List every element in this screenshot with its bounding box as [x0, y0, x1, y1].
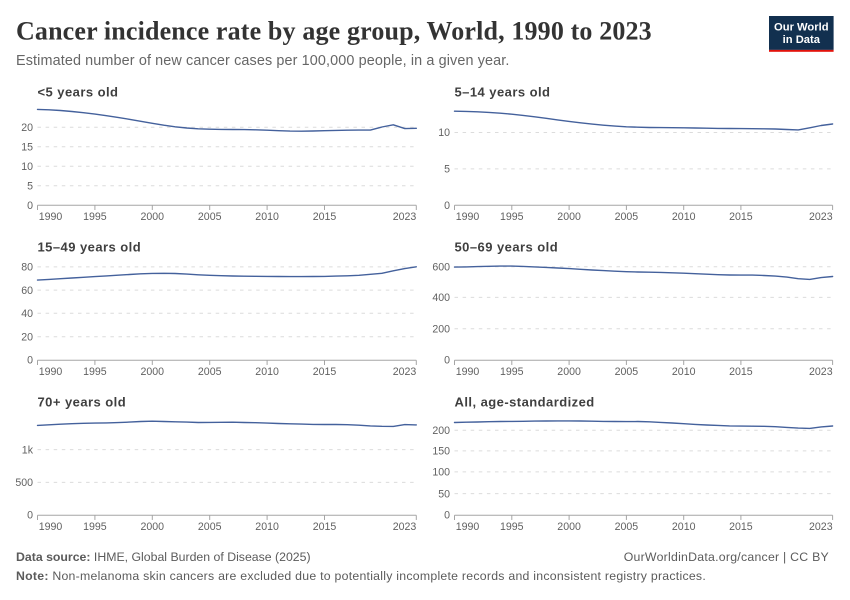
svg-text:2010: 2010	[672, 366, 696, 378]
svg-text:OurWorldinData.org/cancer | CC: OurWorldinData.org/cancer | CC BY	[624, 550, 829, 564]
svg-text:600: 600	[432, 262, 450, 274]
svg-text:Data source: IHME, Global Burd: Data source: IHME, Global Burden of Dise…	[16, 550, 311, 564]
svg-text:2023: 2023	[809, 521, 833, 533]
svg-text:1995: 1995	[83, 366, 107, 378]
svg-text:2010: 2010	[255, 211, 279, 223]
svg-text:2005: 2005	[198, 366, 222, 378]
svg-text:60: 60	[21, 285, 33, 297]
svg-text:1990: 1990	[39, 211, 63, 223]
svg-text:0: 0	[27, 510, 33, 522]
svg-text:2015: 2015	[313, 211, 337, 223]
svg-text:0: 0	[444, 200, 450, 212]
svg-text:200: 200	[432, 425, 450, 437]
svg-text:2023: 2023	[393, 211, 417, 223]
svg-text:40: 40	[21, 308, 33, 320]
svg-text:50–69 years old: 50–69 years old	[455, 239, 559, 254]
svg-text:2015: 2015	[729, 521, 753, 533]
svg-text:2000: 2000	[141, 521, 165, 533]
svg-text:2015: 2015	[313, 521, 337, 533]
svg-text:2000: 2000	[141, 211, 165, 223]
svg-text:1995: 1995	[83, 211, 107, 223]
svg-text:2000: 2000	[557, 211, 581, 223]
svg-text:2010: 2010	[255, 521, 279, 533]
svg-text:0: 0	[444, 510, 450, 522]
svg-text:2000: 2000	[557, 366, 581, 378]
svg-text:Cancer incidence rate by age g: Cancer incidence rate by age group, Worl…	[16, 17, 652, 46]
svg-text:15–49 years old: 15–49 years old	[38, 239, 142, 254]
svg-text:Our World: Our World	[774, 22, 829, 34]
svg-text:1990: 1990	[456, 366, 480, 378]
svg-text:2023: 2023	[809, 366, 833, 378]
svg-text:10: 10	[438, 127, 450, 139]
svg-text:200: 200	[432, 323, 450, 335]
svg-text:2005: 2005	[615, 211, 639, 223]
svg-text:2000: 2000	[141, 366, 165, 378]
svg-text:in Data: in Data	[783, 34, 821, 46]
svg-text:2005: 2005	[615, 366, 639, 378]
svg-text:50: 50	[438, 488, 450, 500]
svg-text:1995: 1995	[83, 521, 107, 533]
svg-text:1k: 1k	[22, 444, 34, 456]
svg-text:2005: 2005	[198, 211, 222, 223]
svg-text:1995: 1995	[500, 211, 524, 223]
svg-text:1990: 1990	[39, 366, 63, 378]
svg-text:0: 0	[27, 355, 33, 367]
svg-text:0: 0	[444, 355, 450, 367]
svg-text:2000: 2000	[557, 521, 581, 533]
svg-text:100: 100	[432, 467, 450, 479]
svg-text:Estimated number of new cancer: Estimated number of new cancer cases per…	[16, 53, 510, 69]
svg-text:2023: 2023	[393, 366, 417, 378]
svg-text:10: 10	[21, 161, 33, 173]
svg-text:400: 400	[432, 292, 450, 304]
svg-text:0: 0	[27, 200, 33, 212]
svg-text:5: 5	[444, 164, 450, 176]
svg-text:2005: 2005	[615, 521, 639, 533]
svg-text:150: 150	[432, 446, 450, 458]
svg-text:5–14 years old: 5–14 years old	[455, 84, 551, 99]
svg-text:20: 20	[21, 332, 33, 344]
svg-text:5: 5	[27, 181, 33, 193]
svg-text:1990: 1990	[456, 521, 480, 533]
svg-text:2015: 2015	[313, 366, 337, 378]
svg-text:<5 years old: <5 years old	[38, 84, 119, 99]
svg-text:1995: 1995	[500, 366, 524, 378]
svg-text:1995: 1995	[500, 521, 524, 533]
svg-text:Note: Non-melanoma skin cancer: Note: Non-melanoma skin cancers are excl…	[16, 569, 706, 583]
svg-text:1990: 1990	[39, 521, 63, 533]
svg-text:2015: 2015	[729, 211, 753, 223]
svg-text:All, age-standardized: All, age-standardized	[455, 394, 595, 409]
svg-text:2023: 2023	[393, 521, 417, 533]
svg-text:2010: 2010	[255, 366, 279, 378]
svg-text:2005: 2005	[198, 521, 222, 533]
svg-text:2023: 2023	[809, 211, 833, 223]
svg-text:2010: 2010	[672, 211, 696, 223]
svg-text:70+ years old: 70+ years old	[38, 394, 127, 409]
svg-text:500: 500	[15, 477, 33, 489]
svg-text:2010: 2010	[672, 521, 696, 533]
svg-text:1990: 1990	[456, 211, 480, 223]
svg-text:15: 15	[21, 142, 33, 154]
svg-text:2015: 2015	[729, 366, 753, 378]
svg-text:20: 20	[21, 122, 33, 134]
svg-text:80: 80	[21, 262, 33, 274]
